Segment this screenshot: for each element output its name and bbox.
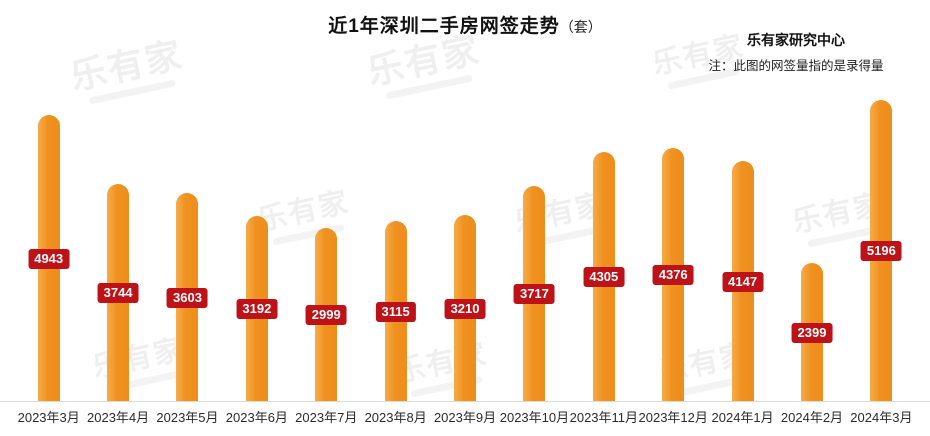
x-axis-label: 2023年6月 bbox=[225, 410, 288, 425]
bar-column: 4305 bbox=[569, 100, 638, 402]
bar-column: 3192 bbox=[222, 100, 291, 402]
bar-column: 4376 bbox=[639, 100, 708, 402]
bar-column: 2399 bbox=[777, 100, 846, 402]
x-axis-label: 2023年11月 bbox=[569, 410, 639, 425]
bar-column: 5196 bbox=[847, 100, 916, 402]
value-badge: 3192 bbox=[236, 299, 278, 319]
chart-footnote: 注：此图的网签量指的是录得量 bbox=[708, 59, 884, 73]
x-axis-label: 2023年4月 bbox=[87, 410, 150, 425]
value-badge: 4147 bbox=[722, 271, 764, 292]
bar-column: 3210 bbox=[430, 100, 499, 402]
research-center-block: 乐有家研究中心 注：此图的网签量指的是录得量 bbox=[690, 30, 902, 74]
x-axis-label: 2023年3月 bbox=[17, 410, 80, 425]
bar-column: 3717 bbox=[500, 100, 569, 402]
value-badge: 3603 bbox=[167, 287, 208, 308]
x-axis-label: 2024年3月 bbox=[850, 410, 913, 425]
x-axis-line bbox=[0, 401, 930, 402]
x-axis-label: 2023年10月 bbox=[499, 410, 570, 425]
value-badge: 4305 bbox=[583, 267, 625, 287]
bar-column: 3744 bbox=[83, 100, 152, 402]
value-badge: 2999 bbox=[305, 305, 347, 325]
x-axis-label: 2024年2月 bbox=[780, 410, 844, 425]
value-badge: 3115 bbox=[375, 301, 416, 322]
value-badge: 4376 bbox=[652, 265, 694, 285]
value-badge: 3210 bbox=[444, 298, 486, 319]
bar-column: 4147 bbox=[708, 100, 777, 402]
x-axis-label: 2023年12月 bbox=[638, 410, 708, 425]
value-badge: 3717 bbox=[513, 284, 555, 304]
x-axis-label: 2023年5月 bbox=[156, 410, 219, 425]
x-axis-labels: 2023年3月 2023年4月 2023年5月 2023年6月 2023年7月 2023年… bbox=[14, 407, 916, 426]
research-center-name: 乐有家研究中心 bbox=[747, 32, 845, 48]
bar-column: 4943 bbox=[14, 100, 83, 402]
chart-title-text: 近1年深圳二手房网签走势 bbox=[328, 16, 560, 37]
plot-area: 4943 3744 3603 3192 2999 3115 3210 3717 4305 4376… bbox=[14, 100, 916, 402]
x-axis-label: 2023年9月 bbox=[433, 410, 497, 425]
watermark: 乐有家 bbox=[364, 29, 486, 103]
bar-column: 2999 bbox=[292, 100, 361, 402]
x-axis-label: 2023年7月 bbox=[295, 410, 358, 425]
value-badge: 2399 bbox=[791, 322, 833, 343]
value-badge: 4943 bbox=[28, 248, 70, 269]
bar-column: 3115 bbox=[361, 100, 430, 402]
x-axis-label: 2024年1月 bbox=[711, 410, 774, 425]
bar-column: 3603 bbox=[153, 100, 222, 402]
value-badge: 3744 bbox=[97, 283, 139, 303]
x-axis-label: 2023年8月 bbox=[364, 410, 427, 425]
watermark: 乐有家 bbox=[67, 34, 189, 108]
chart-title-unit: （套） bbox=[559, 19, 602, 35]
chart-title: 近1年深圳二手房网签走势（套） bbox=[0, 11, 930, 38]
value-badge: 5196 bbox=[860, 241, 902, 261]
